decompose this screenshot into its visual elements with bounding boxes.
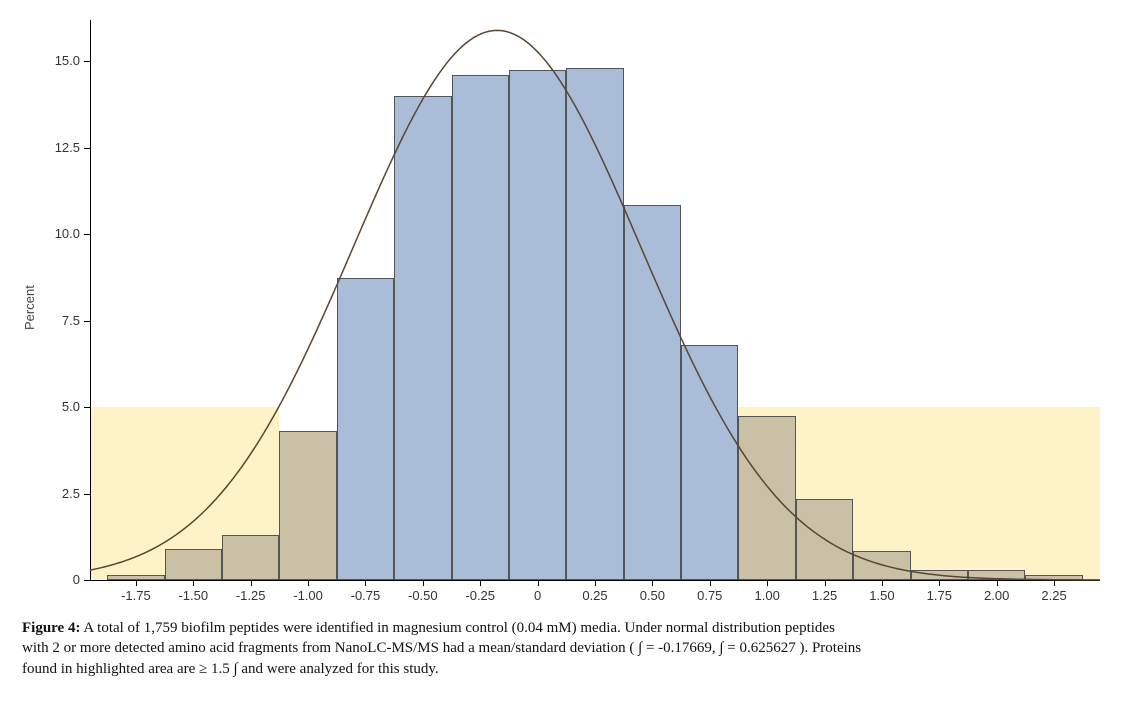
caption-line-1: Figure 4: A total of 1,759 biofilm pepti… bbox=[22, 618, 861, 638]
x-tick-label: -0.25 bbox=[455, 588, 505, 603]
histogram-bar bbox=[566, 68, 623, 580]
x-tick-label: -1.75 bbox=[111, 588, 161, 603]
y-tick-label: 0 bbox=[40, 572, 80, 587]
y-tick bbox=[84, 494, 90, 495]
y-tick bbox=[84, 407, 90, 408]
y-tick bbox=[84, 234, 90, 235]
x-tick bbox=[1054, 580, 1055, 586]
histogram-bar bbox=[222, 535, 279, 580]
x-tick bbox=[767, 580, 768, 586]
x-tick bbox=[710, 580, 711, 586]
page-root: 0 2.5 5.0 7.5 10.0 12.5 15.0 -1.75 -1.50 -1.25 -1.… bbox=[0, 0, 1136, 718]
y-tick bbox=[84, 61, 90, 62]
x-tick-label: 0.50 bbox=[627, 588, 677, 603]
caption-line-3: found in highlighted area are ≥ 1.5 ∫ an… bbox=[22, 659, 861, 679]
y-axis bbox=[90, 20, 91, 580]
histogram-bar bbox=[968, 570, 1025, 580]
x-tick bbox=[882, 580, 883, 586]
histogram-bar bbox=[796, 499, 853, 580]
x-tick bbox=[538, 580, 539, 586]
x-tick bbox=[136, 580, 137, 586]
histogram-bar bbox=[509, 70, 566, 580]
x-tick-label: -1.50 bbox=[168, 588, 218, 603]
figure-caption: Figure 4: A total of 1,759 biofilm pepti… bbox=[22, 618, 861, 679]
histogram-bar bbox=[911, 570, 968, 580]
x-tick bbox=[480, 580, 481, 586]
x-tick bbox=[365, 580, 366, 586]
histogram-bar bbox=[452, 75, 509, 580]
x-tick-label: 1.75 bbox=[914, 588, 964, 603]
x-tick bbox=[251, 580, 252, 586]
y-tick-label: 15.0 bbox=[40, 53, 80, 68]
histogram-bar bbox=[165, 549, 222, 580]
x-tick bbox=[825, 580, 826, 586]
y-tick-label: 12.5 bbox=[40, 140, 80, 155]
x-tick-label: 1.25 bbox=[800, 588, 850, 603]
x-tick bbox=[308, 580, 309, 586]
y-tick-label: 2.5 bbox=[40, 486, 80, 501]
x-tick-label: 0 bbox=[513, 588, 563, 603]
caption-line-2: with 2 or more detected amino acid fragm… bbox=[22, 638, 861, 658]
x-tick bbox=[997, 580, 998, 586]
y-tick-label: 5.0 bbox=[40, 399, 80, 414]
x-tick-label: -0.50 bbox=[398, 588, 448, 603]
histogram-bar bbox=[394, 96, 451, 580]
x-tick-label: -1.25 bbox=[226, 588, 276, 603]
x-tick-label: -0.75 bbox=[340, 588, 390, 603]
y-tick bbox=[84, 148, 90, 149]
histogram-bar bbox=[337, 278, 394, 580]
y-tick-label: 10.0 bbox=[40, 226, 80, 241]
histogram-bar bbox=[279, 431, 336, 580]
x-tick bbox=[939, 580, 940, 586]
x-tick-label: -1.00 bbox=[283, 588, 333, 603]
x-tick bbox=[193, 580, 194, 586]
x-tick-label: 1.00 bbox=[742, 588, 792, 603]
x-tick-label: 0.75 bbox=[685, 588, 735, 603]
x-tick bbox=[423, 580, 424, 586]
histogram-chart: 0 2.5 5.0 7.5 10.0 12.5 15.0 -1.75 -1.50 -1.25 -1.… bbox=[0, 0, 1136, 620]
x-tick bbox=[652, 580, 653, 586]
y-axis-label: Percent bbox=[22, 285, 37, 330]
y-tick-label: 7.5 bbox=[40, 313, 80, 328]
histogram-bar bbox=[681, 345, 738, 580]
x-tick-label: 1.50 bbox=[857, 588, 907, 603]
caption-line-1-rest: A total of 1,759 biofilm peptides were i… bbox=[80, 620, 834, 636]
x-tick-label: 2.00 bbox=[972, 588, 1022, 603]
x-tick-label: 2.25 bbox=[1029, 588, 1079, 603]
caption-prefix: Figure 4: bbox=[22, 620, 80, 636]
x-tick bbox=[595, 580, 596, 586]
x-tick-label: 0.25 bbox=[570, 588, 620, 603]
y-tick bbox=[84, 321, 90, 322]
y-tick bbox=[84, 580, 90, 581]
histogram-bar bbox=[853, 551, 910, 580]
histogram-bar bbox=[738, 416, 795, 580]
histogram-bar bbox=[624, 205, 681, 580]
